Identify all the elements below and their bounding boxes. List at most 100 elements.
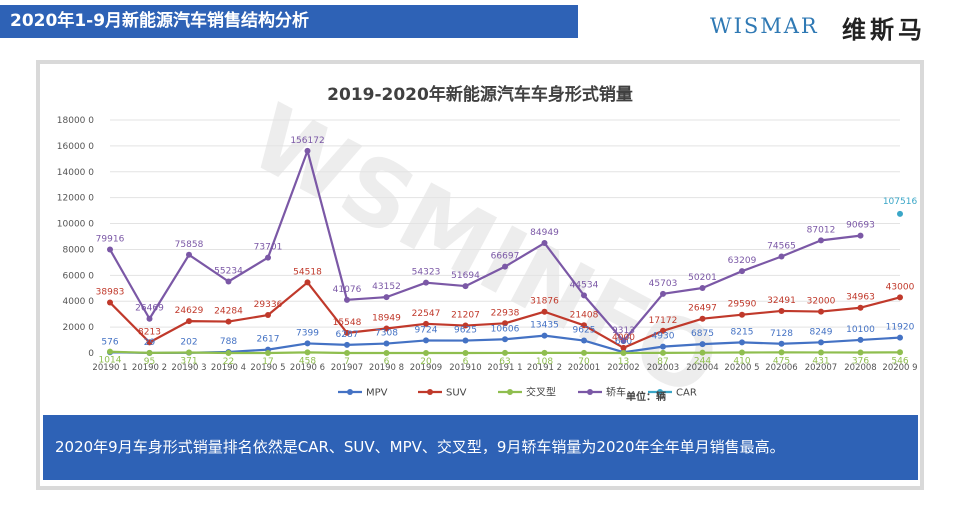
- data-point: [225, 318, 232, 325]
- data-label: 74565: [767, 241, 796, 251]
- legend-marker: [507, 389, 513, 395]
- data-point: [778, 307, 785, 314]
- data-point: [344, 329, 350, 336]
- data-label: 4000: [612, 333, 635, 343]
- y-tick-label: 10000 0: [57, 220, 94, 230]
- data-point: [660, 327, 666, 334]
- data-point: [581, 349, 587, 356]
- data-point: [818, 308, 824, 315]
- data-point: [107, 246, 113, 253]
- x-tick-label: 20191 1: [487, 363, 522, 373]
- data-label: 576: [101, 337, 118, 347]
- data-label: 546: [891, 356, 908, 366]
- data-label: 43000: [886, 282, 915, 292]
- data-label: 9625: [454, 326, 477, 336]
- data-label: 156172: [290, 136, 324, 146]
- data-label: 22: [223, 357, 234, 367]
- data-point: [304, 147, 311, 154]
- data-label: 51694: [451, 271, 480, 281]
- data-label: 24629: [175, 306, 204, 316]
- data-label: 17: [262, 357, 273, 367]
- data-label: 18949: [372, 313, 401, 323]
- data-point: [502, 320, 508, 327]
- data-label: 32491: [767, 296, 796, 306]
- data-label: 11920: [886, 323, 915, 333]
- data-label: 43152: [372, 282, 401, 292]
- data-point: [304, 279, 311, 286]
- data-label: 10100: [846, 325, 875, 335]
- data-label: 431: [812, 356, 829, 366]
- x-tick-label: 20190 8: [369, 363, 404, 373]
- data-label: 29: [144, 338, 156, 348]
- x-tick-label: 20190 4: [211, 363, 246, 373]
- data-label: 26497: [688, 304, 717, 314]
- y-tick-label: 4000 0: [63, 297, 95, 307]
- data-point: [265, 254, 271, 261]
- data-label: 475: [773, 356, 790, 366]
- data-point: [778, 349, 785, 356]
- data-label: 6875: [691, 329, 714, 339]
- data-label: 21207: [451, 311, 480, 321]
- data-label: 63209: [728, 256, 757, 266]
- data-point: [304, 340, 311, 347]
- data-point: [699, 349, 706, 356]
- data-label: 87012: [807, 225, 836, 235]
- legend-marker: [657, 389, 663, 395]
- summary-note: 2020年9月车身形式销量排名依然是CAR、SUV、MPV、交叉型，9月轿车销量…: [55, 438, 785, 456]
- legend-entry: 交叉型: [526, 386, 556, 399]
- data-label: 45703: [649, 279, 678, 289]
- y-tick-label: 6000 0: [63, 271, 95, 281]
- y-tick-label: 2000 0: [63, 323, 95, 333]
- x-tick-label: 20190 5: [250, 363, 285, 373]
- data-point: [739, 268, 745, 275]
- data-point: [462, 322, 469, 329]
- data-point: [186, 251, 192, 258]
- data-point: [146, 315, 153, 322]
- legend-entry: MPV: [366, 388, 388, 399]
- data-label: 66697: [491, 252, 520, 262]
- data-point: [344, 341, 350, 348]
- data-label: 9313: [612, 326, 635, 336]
- page-title: 2020年1-9月新能源汽车销售结构分析: [10, 11, 310, 31]
- data-label: 9625: [573, 326, 596, 336]
- data-label: 7: [344, 357, 350, 367]
- data-point: [541, 332, 548, 339]
- data-point: [265, 312, 271, 319]
- data-point: [739, 339, 745, 346]
- data-point: [778, 340, 785, 347]
- data-point: [778, 253, 785, 260]
- data-label: 84949: [530, 228, 559, 238]
- data-point: [304, 349, 311, 356]
- series-line-轿车: [109, 149, 861, 343]
- header-bar: 2020年1-9月新能源汽车销售结构分析: [0, 5, 578, 38]
- data-point: [699, 285, 706, 292]
- data-point: [857, 349, 864, 356]
- data-label: 6287: [336, 330, 359, 340]
- x-tick-label: 202006: [765, 363, 797, 373]
- data-point: [186, 349, 192, 356]
- data-label: 8215: [731, 327, 754, 337]
- data-point: [146, 339, 153, 346]
- data-label: 95: [144, 357, 155, 367]
- data-point: [739, 349, 745, 356]
- data-label: 63: [499, 357, 510, 367]
- data-point: [186, 318, 192, 325]
- data-label: 6: [384, 357, 390, 367]
- data-label: 8249: [810, 327, 833, 337]
- data-label: 458: [299, 356, 316, 366]
- data-point: [620, 337, 627, 344]
- data-point: [502, 349, 508, 356]
- data-point: [502, 336, 508, 343]
- x-tick-label: 201907: [331, 363, 363, 373]
- data-point: [581, 292, 587, 299]
- data-label: 17172: [649, 316, 678, 326]
- legend-entry: CAR: [676, 388, 697, 399]
- data-point: [818, 339, 824, 346]
- data-point: [581, 337, 587, 344]
- data-point: [146, 349, 153, 356]
- data-point: [423, 337, 429, 344]
- data-point: [541, 308, 548, 315]
- data-point: [107, 348, 113, 355]
- data-label: 29590: [728, 300, 757, 310]
- data-label: 2617: [257, 335, 280, 345]
